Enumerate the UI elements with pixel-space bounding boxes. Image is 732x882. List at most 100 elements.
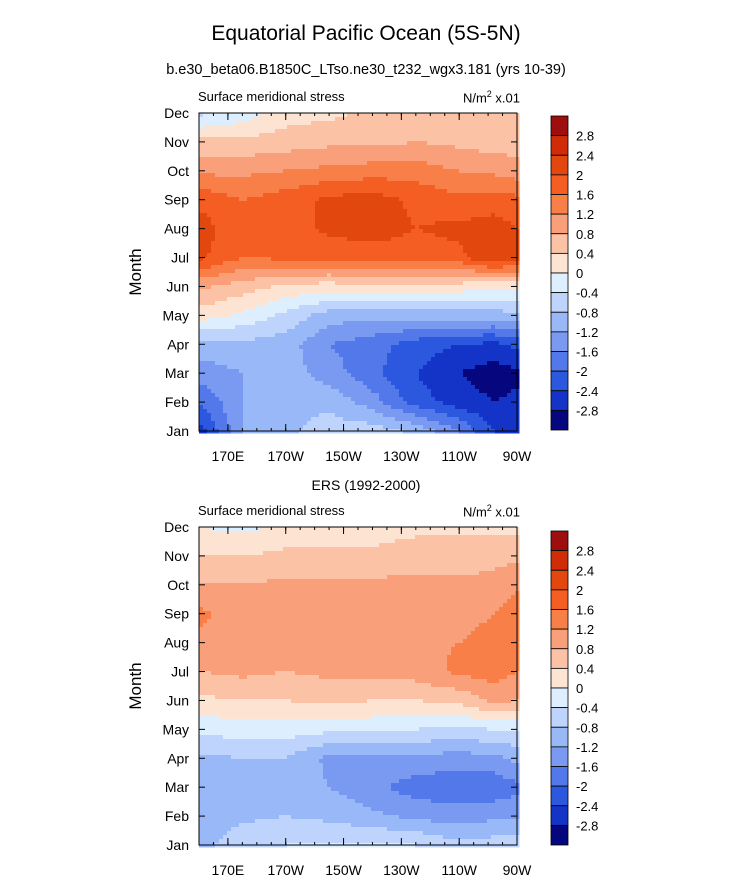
- heatmap-cell: [355, 289, 360, 294]
- heatmap-cell: [299, 333, 304, 338]
- heatmap-cell: [483, 309, 488, 314]
- heatmap-cell: [355, 333, 360, 338]
- heatmap-cell: [279, 349, 284, 354]
- heatmap-cell: [279, 249, 284, 254]
- heatmap-cell: [283, 149, 288, 154]
- heatmap-cell: [231, 249, 236, 254]
- heatmap-cell: [287, 185, 292, 190]
- heatmap-cell: [455, 293, 460, 298]
- heatmap-cell: [419, 185, 424, 190]
- heatmap-cell: [351, 281, 356, 286]
- heatmap-cell: [315, 189, 320, 194]
- heatmap-cell: [483, 333, 488, 338]
- heatmap-cell: [267, 301, 272, 306]
- heatmap-cell: [471, 145, 476, 150]
- heatmap-cell: [439, 313, 444, 318]
- heatmap-cell: [375, 197, 380, 202]
- heatmap-cell: [207, 189, 212, 194]
- heatmap-cell: [475, 233, 480, 238]
- heatmap-cell: [283, 301, 288, 306]
- heatmap-cell: [503, 161, 508, 166]
- heatmap-cell: [487, 241, 492, 246]
- heatmap-cell: [447, 237, 452, 242]
- heatmap-cell: [363, 349, 368, 354]
- heatmap-cell: [311, 121, 316, 126]
- heatmap-cell: [307, 313, 312, 318]
- heatmap-cell: [279, 257, 284, 262]
- heatmap-cell: [199, 237, 204, 242]
- heatmap-cell: [331, 337, 336, 342]
- heatmap-cell: [399, 245, 404, 250]
- heatmap-cell: [419, 113, 424, 118]
- heatmap-cell: [355, 153, 360, 158]
- heatmap-cell: [343, 201, 348, 206]
- heatmap-cell: [239, 177, 244, 182]
- heatmap-cell: [451, 121, 456, 126]
- heatmap-cell: [363, 337, 368, 342]
- heatmap-cell: [483, 317, 488, 322]
- heatmap-cell: [371, 137, 376, 142]
- heatmap-cell: [503, 137, 508, 142]
- heatmap-cell: [327, 189, 332, 194]
- heatmap-cell: [251, 361, 256, 366]
- heatmap-cell: [355, 113, 360, 118]
- heatmap-cell: [359, 197, 364, 202]
- heatmap-cell: [319, 313, 324, 318]
- heatmap-cell: [491, 241, 496, 246]
- heatmap-cell: [359, 293, 364, 298]
- heatmap-cell: [387, 197, 392, 202]
- heatmap-cell: [399, 145, 404, 150]
- heatmap-cell: [271, 313, 276, 318]
- heatmap-cell: [415, 221, 420, 226]
- heatmap-cell: [419, 137, 424, 142]
- heatmap-cell: [319, 205, 324, 210]
- heatmap-cell: [311, 333, 316, 338]
- heatmap-cell: [471, 213, 476, 218]
- heatmap-cell: [259, 121, 264, 126]
- heatmap-cell: [395, 169, 400, 174]
- heatmap-cell: [219, 309, 224, 314]
- heatmap-cell: [447, 177, 452, 182]
- heatmap-cell: [359, 153, 364, 158]
- heatmap-cell: [327, 329, 332, 334]
- heatmap-cell: [467, 225, 472, 230]
- heatmap-cell: [391, 333, 396, 338]
- heatmap-cell: [479, 309, 484, 314]
- heatmap-cell: [299, 277, 304, 282]
- heatmap-cell: [467, 125, 472, 130]
- heatmap-cell: [447, 341, 452, 346]
- heatmap-cell: [371, 157, 376, 162]
- heatmap-cell: [427, 217, 432, 222]
- heatmap-cell: [383, 305, 388, 310]
- heatmap-cell: [507, 241, 512, 246]
- heatmap-cell: [491, 353, 496, 358]
- heatmap-cell: [247, 181, 252, 186]
- heatmap-cell: [227, 261, 232, 266]
- heatmap-cell: [215, 289, 220, 294]
- heatmap-cell: [255, 281, 260, 286]
- heatmap-cell: [415, 165, 420, 170]
- heatmap-cell: [475, 169, 480, 174]
- heatmap-cell: [411, 285, 416, 290]
- heatmap-cell: [235, 205, 240, 210]
- heatmap-cell: [295, 361, 300, 366]
- heatmap-cell: [379, 241, 384, 246]
- heatmap-cell: [199, 253, 204, 258]
- heatmap-cell: [407, 357, 412, 362]
- heatmap-cell: [263, 301, 268, 306]
- heatmap-cell: [279, 253, 284, 258]
- heatmap-cell: [271, 157, 276, 162]
- heatmap-cell: [291, 357, 296, 362]
- heatmap-cell: [251, 345, 256, 350]
- heatmap-cell: [327, 257, 332, 262]
- heatmap-cell: [259, 261, 264, 266]
- heatmap-cell: [479, 125, 484, 130]
- heatmap-cell: [339, 301, 344, 306]
- heatmap-cell: [431, 265, 436, 270]
- heatmap-cell: [203, 249, 208, 254]
- heatmap-cell: [463, 113, 468, 118]
- heatmap-cell: [479, 177, 484, 182]
- heatmap-cell: [267, 221, 272, 226]
- heatmap-cell: [483, 253, 488, 258]
- heatmap-cell: [279, 329, 284, 334]
